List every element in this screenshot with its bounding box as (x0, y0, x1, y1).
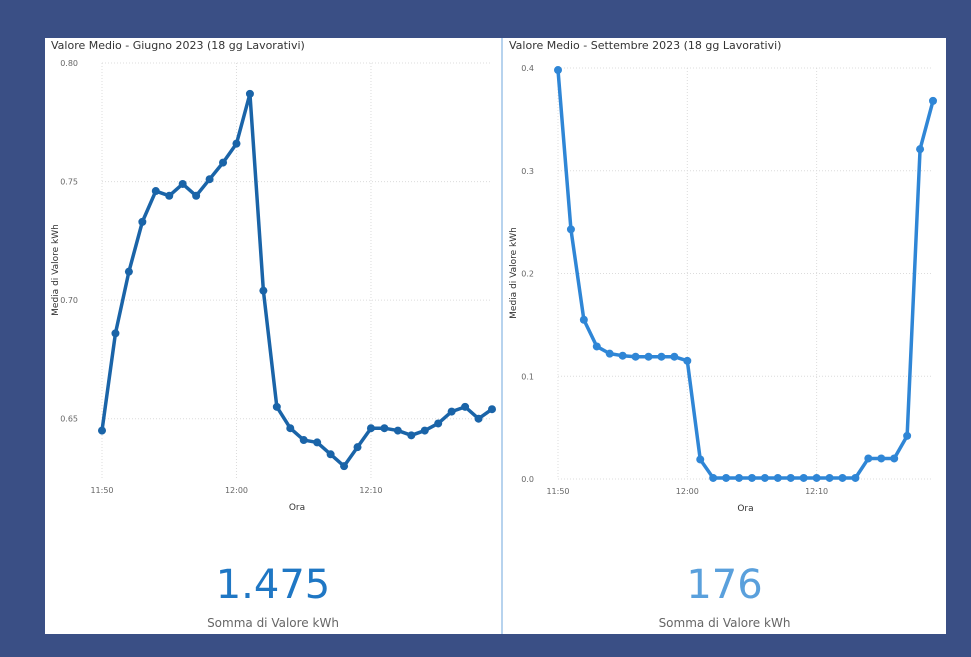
kpi-value: 1.475 (215, 562, 331, 608)
data-point (670, 352, 679, 361)
data-point (192, 191, 201, 200)
line-chart-giugno: 0.65 0.70 0.75 0.80 11:50 12:00 12:10 Ora Media … (51, 59, 496, 513)
data-point (232, 139, 241, 148)
data-point (631, 352, 640, 361)
data-point (890, 454, 899, 463)
panel-title: Valore Medio - Settembre 2023 (18 gg Lav… (509, 39, 782, 52)
x-tick-label: 12:00 (225, 486, 248, 495)
line-chart-settembre: 0.0 0.1 0.2 0.3 0.4 11:50 12:00 12:10 Ora Media d… (509, 64, 937, 514)
x-tick-label: 12:10 (805, 487, 828, 496)
data-point (722, 473, 731, 482)
x-tick-label: 12:10 (359, 486, 382, 495)
data-point (245, 89, 254, 98)
series-line (100, 92, 494, 468)
data-point (124, 267, 133, 276)
data-point (98, 426, 106, 435)
panel-giugno: Valore Medio - Giugno 2023 (18 gg Lavora… (45, 38, 501, 634)
data-point (877, 454, 886, 463)
data-point (488, 405, 496, 414)
data-point (657, 352, 666, 361)
data-point (709, 473, 718, 482)
y-tick-label: 0.75 (60, 178, 78, 187)
data-point (219, 158, 228, 167)
data-point (929, 96, 937, 105)
data-point (366, 424, 375, 433)
data-point (644, 352, 653, 361)
data-point (579, 315, 588, 324)
data-point (353, 443, 362, 452)
y-tick-label: 0.65 (60, 415, 78, 424)
data-point (299, 436, 308, 445)
data-point (618, 351, 627, 360)
data-point (434, 419, 443, 428)
data-point (205, 175, 214, 184)
kpi-label: Somma di Valore kWh (207, 616, 339, 630)
y-tick-label: 0.1 (521, 372, 534, 381)
y-tick-label: 0.0 (521, 475, 534, 484)
y-tick-label: 0.4 (521, 64, 534, 73)
data-point (851, 473, 860, 482)
kpi-value: 176 (686, 562, 763, 608)
data-point (259, 286, 268, 295)
data-point (447, 407, 456, 416)
data-point (747, 473, 756, 482)
data-point (326, 450, 335, 459)
data-point (592, 342, 601, 351)
data-point (313, 438, 322, 447)
data-point (812, 473, 821, 482)
data-point (566, 225, 575, 234)
y-axis-title: Media di Valore kWh (51, 224, 61, 316)
y-tick-label: 0.70 (60, 296, 78, 305)
data-point (735, 473, 744, 482)
data-point (461, 402, 470, 411)
x-axis-title: Ora (737, 504, 753, 514)
data-point (799, 473, 808, 482)
data-point (683, 356, 692, 365)
data-point (151, 187, 160, 196)
data-point (393, 426, 402, 435)
data-point (380, 424, 389, 433)
data-point (111, 329, 120, 338)
panel-title: Valore Medio - Giugno 2023 (18 gg Lavora… (51, 39, 305, 52)
data-point (903, 431, 912, 440)
data-point (420, 426, 429, 435)
x-tick-label: 11:50 (90, 486, 113, 495)
data-point (165, 191, 174, 200)
y-tick-label: 0.2 (521, 270, 534, 279)
data-point (786, 473, 795, 482)
y-axis-title: Media di Valore kWh (509, 227, 519, 319)
kpi-label: Somma di Valore kWh (658, 616, 791, 630)
series-line (556, 68, 935, 480)
x-tick-label: 11:50 (546, 487, 569, 496)
y-tick-label: 0.80 (60, 59, 78, 68)
data-point (407, 431, 416, 440)
data-point (838, 473, 847, 482)
dashboard-frame: Valore Medio - Giugno 2023 (18 gg Lavora… (45, 38, 946, 634)
data-point (605, 349, 614, 358)
y-tick-label: 0.3 (521, 167, 534, 176)
data-point (864, 454, 873, 463)
data-point (286, 424, 295, 433)
data-point (773, 473, 782, 482)
x-tick-label: 12:00 (676, 487, 699, 496)
data-point (178, 179, 187, 188)
panel-divider (501, 38, 503, 634)
data-point (138, 217, 147, 226)
data-point (474, 414, 483, 423)
data-point (825, 473, 834, 482)
data-point (916, 145, 925, 154)
data-point (554, 66, 562, 75)
data-point (272, 402, 281, 411)
x-axis-title: Ora (289, 503, 305, 513)
data-point (760, 473, 769, 482)
data-point (696, 455, 705, 464)
panel-settembre: Valore Medio - Settembre 2023 (18 gg Lav… (503, 38, 946, 634)
data-point (340, 462, 349, 471)
